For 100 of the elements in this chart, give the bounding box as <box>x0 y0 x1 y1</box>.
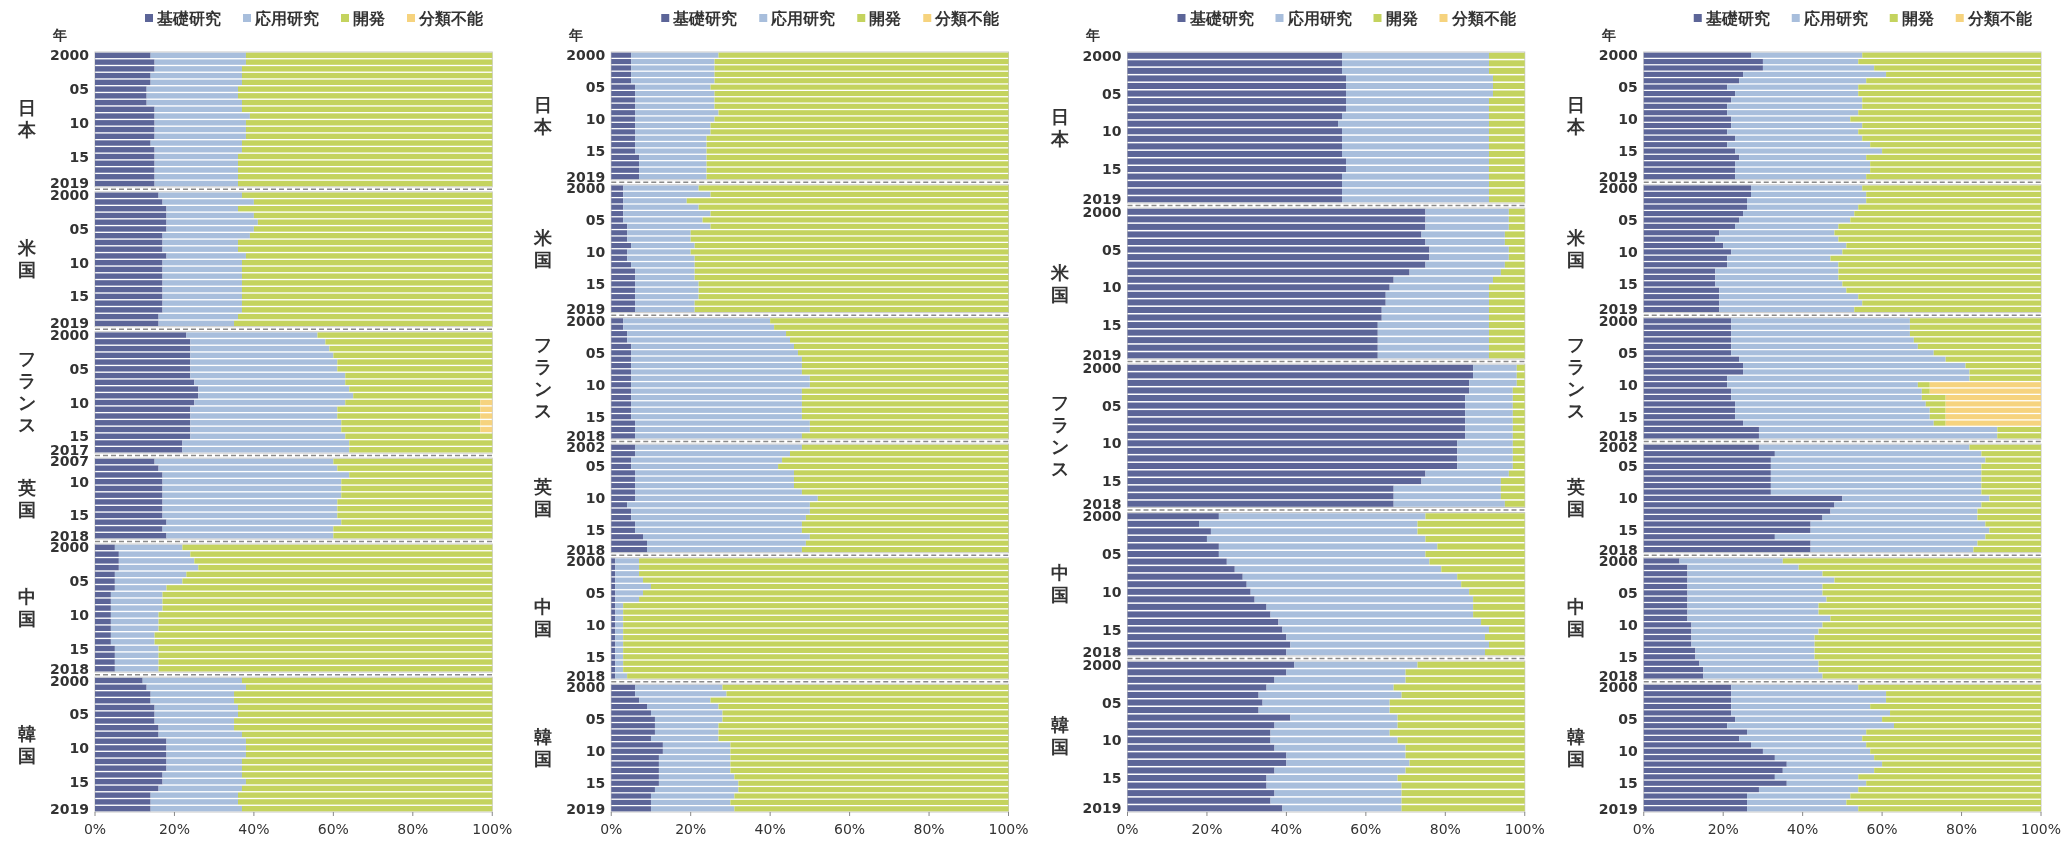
bar <box>1643 318 1732 324</box>
x-tick-label: 100% <box>1504 821 1545 837</box>
x-tick-label: 60% <box>1866 821 1898 837</box>
x-tick-label: 0% <box>1632 821 1655 837</box>
bar <box>1127 462 1458 469</box>
y-tick-label: 10 <box>1102 279 1122 296</box>
bar <box>1512 395 1525 402</box>
bar <box>1127 775 1267 782</box>
bar <box>1643 558 1680 564</box>
y-tick-label: 2000 <box>50 539 90 556</box>
y-tick-label: 05 <box>1618 79 1638 96</box>
bar <box>1457 462 1513 469</box>
text: 年 <box>1600 27 1616 43</box>
legend-label: 分類不能 <box>418 9 483 28</box>
y-tick-label: 05 <box>69 573 89 590</box>
legend-label: 応用研究 <box>254 9 319 28</box>
y-tick-label: 10 <box>1618 111 1639 128</box>
y-tick-label: 2019 <box>566 800 606 817</box>
bar <box>1465 395 1513 402</box>
y-tick-label: 10 <box>585 743 606 760</box>
bar <box>95 180 155 187</box>
bar <box>1397 775 1525 782</box>
x-tick-label: 0% <box>1116 821 1139 837</box>
legend-label: 開発 <box>1901 9 1934 28</box>
y-axis-title: フランス <box>534 334 553 422</box>
y-tick-label: 15 <box>1102 473 1122 490</box>
x-tick-label: 40% <box>238 821 270 837</box>
y-tick-label: 10 <box>1102 123 1122 140</box>
y-axis-title: 韓国 <box>1566 726 1585 770</box>
bar <box>480 399 493 406</box>
bar <box>1909 318 2041 324</box>
y-axis-title: 米国 <box>1565 226 1586 270</box>
bar <box>154 704 239 711</box>
y-axis-title: 韓国 <box>18 722 36 766</box>
y-axis-title: 韓国 <box>534 726 553 770</box>
y-tick-label: 10 <box>585 111 606 128</box>
x-tick-label: 40% <box>1270 821 1302 837</box>
bar <box>639 558 1009 564</box>
y-axis-title: 米国 <box>1049 261 1070 305</box>
y-tick-label: 10 <box>585 243 606 260</box>
bar <box>95 212 167 219</box>
y-tick-label: 2000 <box>50 47 90 64</box>
y-tick-label: 2019 <box>50 800 89 817</box>
y-axis-title: 日本 <box>1049 105 1070 149</box>
bar <box>1127 513 1219 520</box>
y-tick-label: 10 <box>585 616 606 633</box>
y-tick-label: 05 <box>585 79 606 96</box>
y-axis-title: 韓国 <box>1050 714 1069 758</box>
bar <box>154 180 239 187</box>
bar <box>95 399 195 406</box>
x-tick-label: 100% <box>988 821 1029 837</box>
bar <box>1731 318 1910 324</box>
x-tick-label: 40% <box>754 821 786 837</box>
x-tick-label: 100% <box>2020 821 2062 837</box>
legend-label: 応用研究 <box>1286 9 1352 28</box>
y-tick-label: 15 <box>585 143 606 160</box>
legend-label: 応用研究 <box>1802 9 1868 28</box>
legend-label: 応用研究 <box>770 9 836 28</box>
bar <box>238 153 493 160</box>
y-tick-label: 10 <box>1102 435 1122 452</box>
legend-label: 基礎研究 <box>1704 9 1770 28</box>
bar <box>1481 618 1525 626</box>
legend-label: 開発 <box>353 9 385 28</box>
y-tick-label: 15 <box>1618 648 1638 665</box>
x-tick-label: 60% <box>317 821 349 837</box>
bar <box>114 645 159 652</box>
y-axis-title: 中国 <box>534 596 553 640</box>
bar <box>234 320 493 327</box>
y-axis-title: 米国 <box>17 237 37 281</box>
legend-label: 分類不能 <box>1966 9 2032 28</box>
bar <box>333 458 493 465</box>
y-tick-label: 10 <box>1618 743 1639 760</box>
bar <box>1218 513 1426 520</box>
bar <box>1917 382 1930 388</box>
x-tick-label: 20% <box>1191 821 1223 837</box>
y-tick-label: 2018 <box>50 660 89 677</box>
bar <box>95 645 115 652</box>
bar <box>158 645 493 652</box>
bar <box>1127 238 1426 246</box>
bar <box>241 677 493 684</box>
y-tick-label: 05 <box>1102 397 1122 414</box>
y-axis-title: 日本 <box>17 97 37 141</box>
bar <box>623 318 771 324</box>
y-tick-label: 05 <box>69 706 89 723</box>
y-tick-label: 10 <box>1618 616 1639 633</box>
bar <box>238 180 493 187</box>
bar <box>611 318 624 324</box>
y-tick-label: 05 <box>1618 344 1638 361</box>
y-tick-label: 2000 <box>566 180 606 197</box>
y-tick-label: 10 <box>69 739 90 756</box>
x-tick-label: 80% <box>397 821 429 837</box>
y-axis-title: 英国 <box>533 476 553 520</box>
bar <box>615 558 640 564</box>
y-tick-label: 05 <box>1102 85 1122 102</box>
y-axis-title: 中国 <box>18 586 36 630</box>
bar <box>1945 420 2041 426</box>
legend-label: 基礎研究 <box>672 9 738 28</box>
x-tick-label: 0% <box>83 821 107 837</box>
bar <box>158 731 242 738</box>
bar <box>1504 500 1525 507</box>
